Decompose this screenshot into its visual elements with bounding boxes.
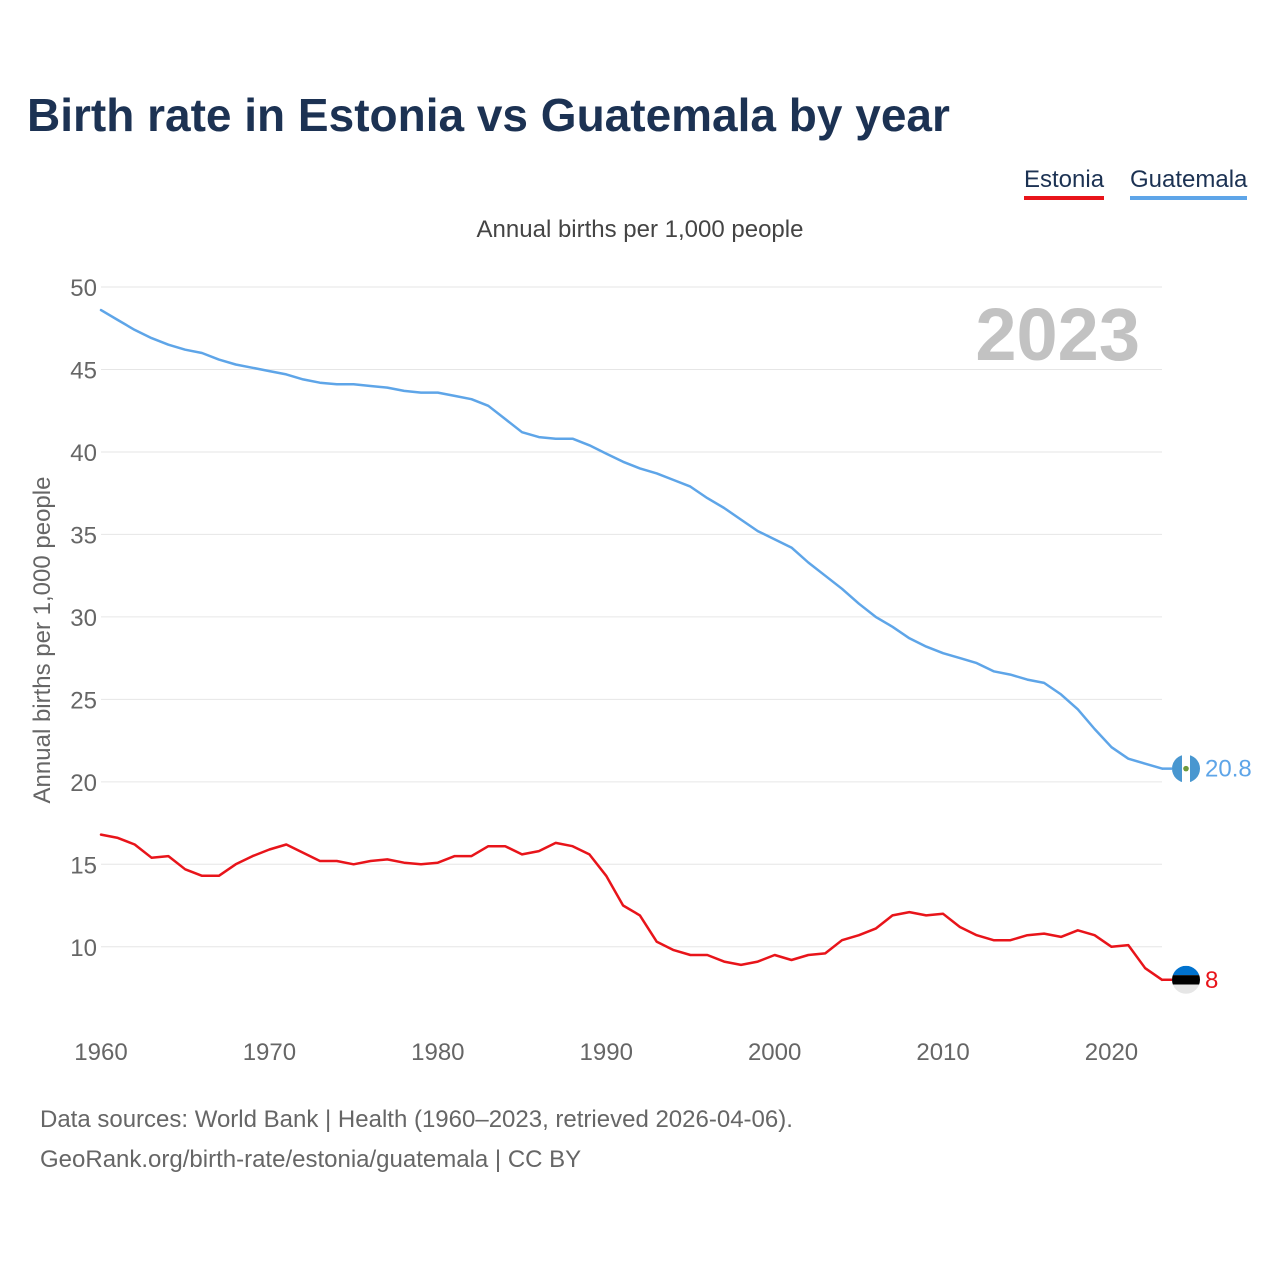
y-tick-label: 10 (70, 935, 97, 962)
x-tick-label: 2010 (916, 1039, 969, 1066)
y-tick-label: 45 (70, 357, 97, 384)
source-url[interactable]: GeoRank.org/birth-rate/estonia/guatemala… (40, 1146, 582, 1173)
y-tick-label: 50 (70, 275, 97, 302)
page-title: Birth rate in Estonia vs Guatemala by ye… (27, 89, 950, 141)
y-tick-label: 30 (70, 605, 97, 632)
x-tick-label: 2000 (748, 1039, 801, 1066)
x-tick-label: 1960 (74, 1039, 127, 1066)
x-tick-label: 1970 (243, 1039, 296, 1066)
y-tick-label: 35 (70, 522, 97, 549)
chart-subtitle: Annual births per 1,000 people (476, 216, 804, 243)
legend-item-estonia[interactable]: Estonia (1024, 166, 1105, 200)
series-line-guatemala (99, 308, 1164, 770)
x-tick-label: 2020 (1085, 1039, 1138, 1066)
estonia-flag-icon (1172, 965, 1200, 994)
y-axis-label: Annual births per 1,000 people (29, 477, 56, 804)
y-tick-label: 40 (70, 440, 97, 467)
x-tick-label: 1980 (411, 1039, 464, 1066)
year-watermark: 2023 (975, 293, 1140, 376)
series-line-estonia (99, 833, 1164, 982)
legend-item-guatemala[interactable]: Guatemala (1130, 166, 1248, 200)
x-tick-label: 1990 (580, 1039, 633, 1066)
y-tick-label: 20 (70, 770, 97, 797)
guatemala-flag-icon (1172, 754, 1200, 783)
end-value-label-guatemala: 20.8 (1205, 756, 1252, 783)
y-tick-label: 15 (70, 852, 97, 879)
y-tick-label: 25 (70, 687, 97, 714)
end-value-label-estonia: 8 (1205, 967, 1218, 994)
source-line: Data sources: World Bank | Health (1960–… (40, 1106, 793, 1133)
line-chart: 10 15 20 25 30 35 40 45 50 1960 1970 1980 1990 2000 20… (29, 275, 1252, 1066)
